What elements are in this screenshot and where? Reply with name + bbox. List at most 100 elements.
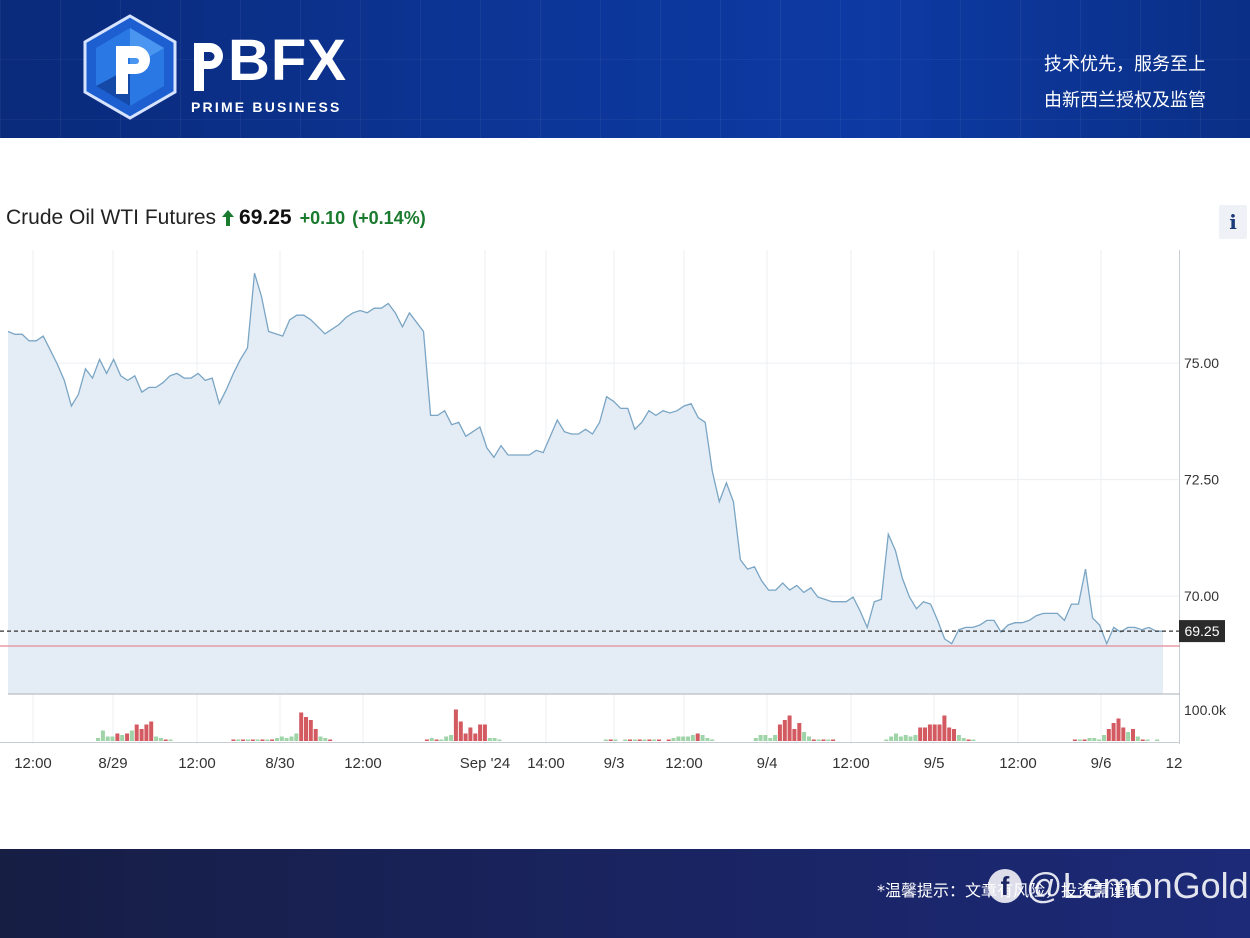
volume-bar bbox=[826, 739, 831, 741]
x-tick-label: 12:00 bbox=[178, 755, 216, 772]
volume-bar bbox=[294, 733, 299, 741]
volume-bar bbox=[647, 739, 652, 741]
volume-bar bbox=[923, 727, 927, 741]
volume-bar bbox=[1135, 736, 1140, 741]
x-tick-label: 8/29 bbox=[98, 755, 127, 772]
volume-bar bbox=[1121, 727, 1126, 741]
volume-bar bbox=[671, 738, 676, 741]
volume-bar bbox=[1077, 739, 1082, 741]
volume-bar bbox=[652, 739, 657, 741]
volume-bar bbox=[768, 738, 773, 741]
volume-bar bbox=[100, 730, 105, 741]
price-change: +0.10 bbox=[299, 207, 346, 228]
x-tick-label: 9/3 bbox=[604, 755, 625, 772]
volume-bar bbox=[453, 709, 458, 741]
volume-bar bbox=[1087, 738, 1092, 741]
volume-bar bbox=[139, 729, 144, 741]
volume-bar bbox=[463, 733, 468, 741]
volume-bar bbox=[686, 736, 691, 741]
volume-bar bbox=[807, 736, 811, 741]
volume-bar bbox=[284, 738, 289, 741]
x-tick-label: 9/4 bbox=[757, 755, 778, 772]
volume-bar bbox=[299, 712, 304, 741]
volume-bar bbox=[782, 720, 787, 741]
volume-bar bbox=[1102, 735, 1106, 741]
x-tick-label: 12:00 bbox=[832, 755, 870, 772]
price-chart: 69.25 70.00 72.50 75.00 100.0k 12:00 8/29 12:00… bbox=[0, 250, 1227, 772]
volume-bar bbox=[275, 738, 279, 741]
x-tick-label: Sep '24 bbox=[460, 755, 510, 772]
volume-bar bbox=[434, 739, 439, 741]
volume-bar bbox=[927, 724, 932, 741]
volume-bar bbox=[105, 736, 110, 741]
volume-bar bbox=[328, 739, 333, 741]
instrument-name: Crude Oil WTI Futures bbox=[6, 206, 217, 229]
volume-bar bbox=[642, 739, 647, 741]
brand-tagline: PRIME BUSINESS bbox=[191, 99, 342, 115]
volume-bar bbox=[913, 735, 918, 741]
brand-wordmark: BFX bbox=[228, 28, 347, 93]
x-tick-label: 12 bbox=[1166, 755, 1183, 772]
volume-bar bbox=[763, 735, 768, 741]
volume-bar bbox=[289, 736, 294, 741]
x-tick-label: 12:00 bbox=[999, 755, 1037, 772]
volume-bar bbox=[260, 739, 265, 741]
volume-bar bbox=[777, 724, 782, 741]
volume-bar bbox=[690, 735, 695, 741]
info-button[interactable]: i bbox=[1219, 205, 1247, 239]
x-tick-label: 12:00 bbox=[665, 755, 703, 772]
pbfx-logo-icon bbox=[83, 14, 177, 120]
volume-bar bbox=[154, 736, 159, 741]
volume-bar bbox=[894, 733, 898, 741]
volume-bar bbox=[246, 739, 250, 741]
volume-bar bbox=[628, 739, 632, 741]
volume-bar bbox=[304, 717, 308, 741]
x-tick-label: 9/6 bbox=[1091, 755, 1112, 772]
price-change-percent: (+0.14%) bbox=[352, 207, 426, 228]
facebook-icon: f bbox=[988, 869, 1022, 903]
volume-bar bbox=[918, 727, 923, 741]
volume-bar bbox=[265, 739, 270, 741]
volume-bar bbox=[231, 739, 236, 741]
volume-bar bbox=[966, 739, 971, 741]
volume-bar bbox=[792, 729, 797, 741]
volume-bar bbox=[603, 739, 608, 741]
volume-bar bbox=[608, 739, 613, 741]
x-tick-label: 8/30 bbox=[265, 755, 294, 772]
volume-bar bbox=[623, 739, 628, 741]
volume-bar bbox=[444, 736, 449, 741]
volume-bar bbox=[802, 732, 807, 741]
x-tick-label: 12:00 bbox=[344, 755, 382, 772]
last-price: 69.25 bbox=[239, 206, 292, 229]
volume-bar bbox=[120, 735, 125, 741]
volume-bar bbox=[115, 733, 120, 741]
volume-bar bbox=[700, 735, 705, 741]
volume-bar bbox=[487, 738, 492, 741]
volume-bar bbox=[313, 729, 318, 741]
volume-bar bbox=[482, 724, 487, 741]
volume-bar bbox=[429, 738, 434, 741]
price-line bbox=[7, 273, 1163, 646]
volume-bar bbox=[1140, 739, 1145, 741]
y-tick-label: 75.00 bbox=[1184, 355, 1219, 371]
volume-bar bbox=[497, 739, 502, 741]
volume-bar bbox=[942, 715, 947, 741]
volume-bar bbox=[110, 736, 115, 741]
x-tick-label: 12:00 bbox=[14, 755, 52, 772]
volume-bar bbox=[773, 735, 778, 741]
volume-bar bbox=[1082, 739, 1087, 741]
volume-bar bbox=[1131, 729, 1135, 741]
volume-bar bbox=[952, 729, 956, 741]
volume-bar bbox=[947, 727, 952, 741]
volume-bar bbox=[424, 739, 429, 741]
volume-bar bbox=[831, 739, 836, 741]
volume-bar bbox=[279, 736, 284, 741]
volume-bar bbox=[439, 739, 444, 741]
volume-bar bbox=[1106, 729, 1111, 741]
watermark-handle: @LemonGold bbox=[1026, 865, 1249, 906]
volume-bar bbox=[1155, 739, 1160, 741]
volume-bar bbox=[884, 739, 889, 741]
volume-bar bbox=[889, 736, 894, 741]
volume-bar bbox=[676, 736, 681, 741]
volume-bar bbox=[956, 735, 961, 741]
